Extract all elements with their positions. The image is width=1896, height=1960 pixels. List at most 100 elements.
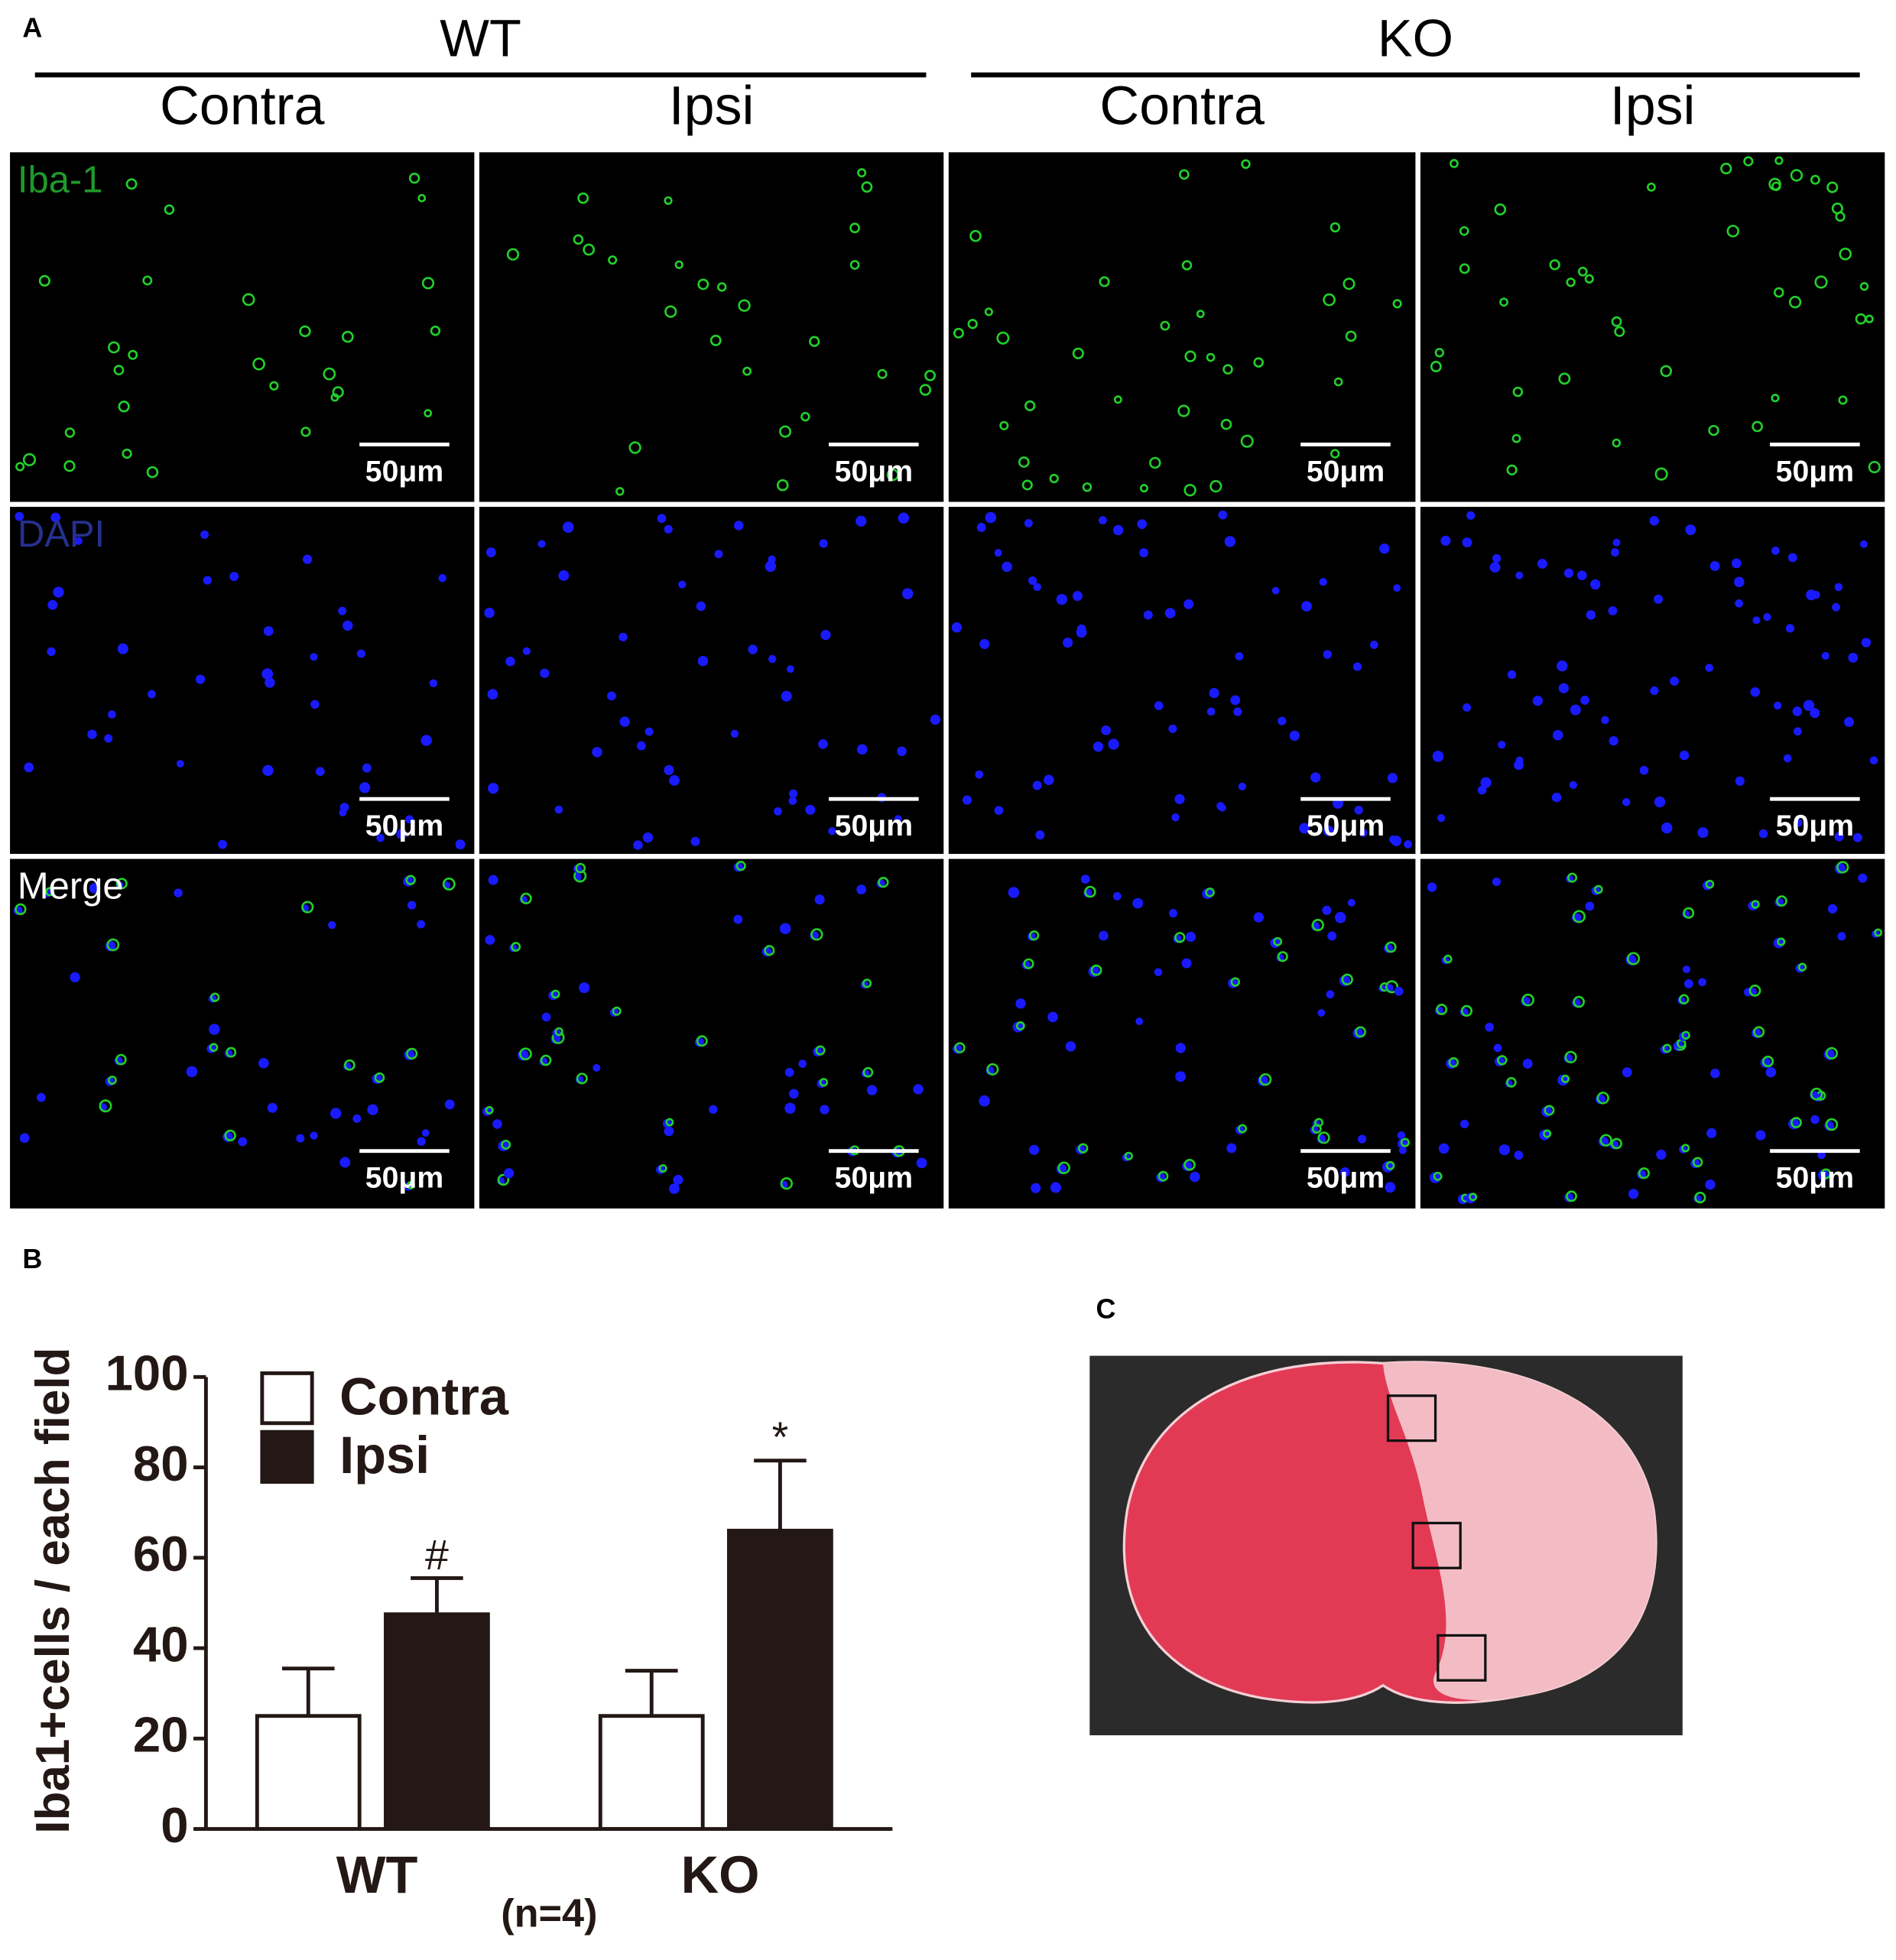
nucleus: [1278, 716, 1287, 725]
micrograph-background: [1420, 152, 1885, 502]
nucleus: [1209, 687, 1219, 699]
nucleus: [1628, 1189, 1639, 1199]
nucleus: [1792, 706, 1803, 716]
nucleus: [1354, 806, 1363, 815]
nucleus: [962, 795, 972, 805]
nucleus: [1765, 1066, 1777, 1078]
nucleus: [296, 1134, 305, 1143]
nucleus: [664, 764, 674, 775]
nucleus: [818, 739, 828, 749]
micrograph-background: [10, 507, 475, 855]
microglia: [15, 462, 25, 472]
microglia: [209, 1043, 219, 1052]
microglia: [1018, 456, 1030, 468]
nucleus: [1771, 547, 1780, 555]
microglia: [301, 900, 314, 913]
nucleus: [148, 690, 156, 699]
nucleus: [1834, 832, 1844, 842]
nucleus: [1734, 576, 1745, 588]
microglia: [1776, 895, 1787, 907]
microglia: [1049, 473, 1059, 484]
nucleus: [1848, 653, 1859, 663]
microglia: [764, 945, 775, 956]
nucleus: [485, 935, 495, 946]
panel-letter: C: [1096, 1293, 1115, 1324]
nucleus: [779, 923, 791, 935]
scale-bar-label: 50μm: [835, 810, 913, 842]
nucleus: [1397, 1131, 1406, 1140]
micrograph-background: [948, 858, 1416, 1209]
nucleus: [768, 654, 777, 664]
microglia: [408, 172, 420, 184]
group-label: KO: [1378, 9, 1453, 68]
micrograph-background: [479, 858, 944, 1209]
microglia: [430, 326, 441, 336]
micrograph-background: [479, 507, 944, 855]
microglia: [115, 878, 128, 890]
brain-photo: [1089, 1355, 1683, 1736]
microglia: [1184, 350, 1196, 362]
nucleus: [310, 1131, 318, 1140]
nucleus: [1339, 1167, 1350, 1177]
microglia: [674, 260, 683, 269]
microglia: [1561, 1074, 1570, 1083]
nucleus: [1608, 606, 1618, 615]
nucleus: [263, 626, 274, 636]
microglia: [776, 479, 789, 492]
nucleus: [1773, 701, 1782, 710]
nucleus: [1357, 1134, 1367, 1144]
micrograph: [948, 152, 1416, 502]
nucleus: [1310, 772, 1321, 783]
significance-mark: *: [772, 1413, 789, 1461]
nucleus: [1622, 798, 1631, 806]
microglia: [919, 384, 932, 396]
microglia: [1311, 1124, 1322, 1134]
nucleus: [229, 572, 239, 582]
nucleus: [1132, 897, 1144, 909]
nucleus: [444, 1099, 455, 1110]
column-label: Contra: [160, 76, 325, 137]
nucleus: [24, 762, 34, 773]
nucleus: [1810, 1115, 1820, 1124]
nucleus: [644, 727, 654, 736]
microglia: [583, 243, 596, 256]
microglia: [164, 204, 175, 215]
nucleus: [1821, 651, 1829, 660]
nucleus: [819, 539, 828, 548]
microglia: [809, 336, 820, 347]
microglia: [658, 1163, 667, 1173]
microglia: [1826, 181, 1839, 193]
microglia: [1433, 1171, 1443, 1181]
nucleus: [690, 836, 700, 846]
nucleus: [855, 515, 867, 527]
row-label: Merge: [18, 866, 124, 907]
nucleus: [1710, 1068, 1720, 1079]
x-axis-label: (n=4): [501, 1892, 597, 1936]
microglia: [421, 277, 435, 290]
nucleus: [186, 1066, 198, 1078]
microglia: [1506, 464, 1518, 475]
microglia: [1078, 1143, 1089, 1154]
nucleus: [310, 699, 320, 709]
nucleus: [669, 775, 680, 786]
nucleus: [537, 540, 546, 548]
nucleus: [1008, 887, 1020, 898]
nucleus: [1683, 979, 1693, 988]
microglia: [1814, 275, 1828, 289]
microglia: [1460, 1004, 1473, 1017]
nucleus: [1532, 696, 1543, 706]
microglia: [878, 877, 889, 888]
nucleus: [916, 1157, 927, 1169]
nucleus: [485, 547, 496, 558]
nucleus: [1035, 830, 1045, 840]
microglia: [780, 1177, 793, 1190]
nucleus: [420, 735, 432, 746]
nucleus: [1394, 986, 1404, 996]
microglia: [1196, 310, 1205, 319]
microglia: [1430, 361, 1442, 373]
nucleus: [897, 746, 907, 757]
micrograph-background: [479, 152, 944, 502]
microglia: [849, 260, 860, 270]
microglia: [1179, 169, 1190, 180]
micrograph-background: [10, 152, 475, 502]
